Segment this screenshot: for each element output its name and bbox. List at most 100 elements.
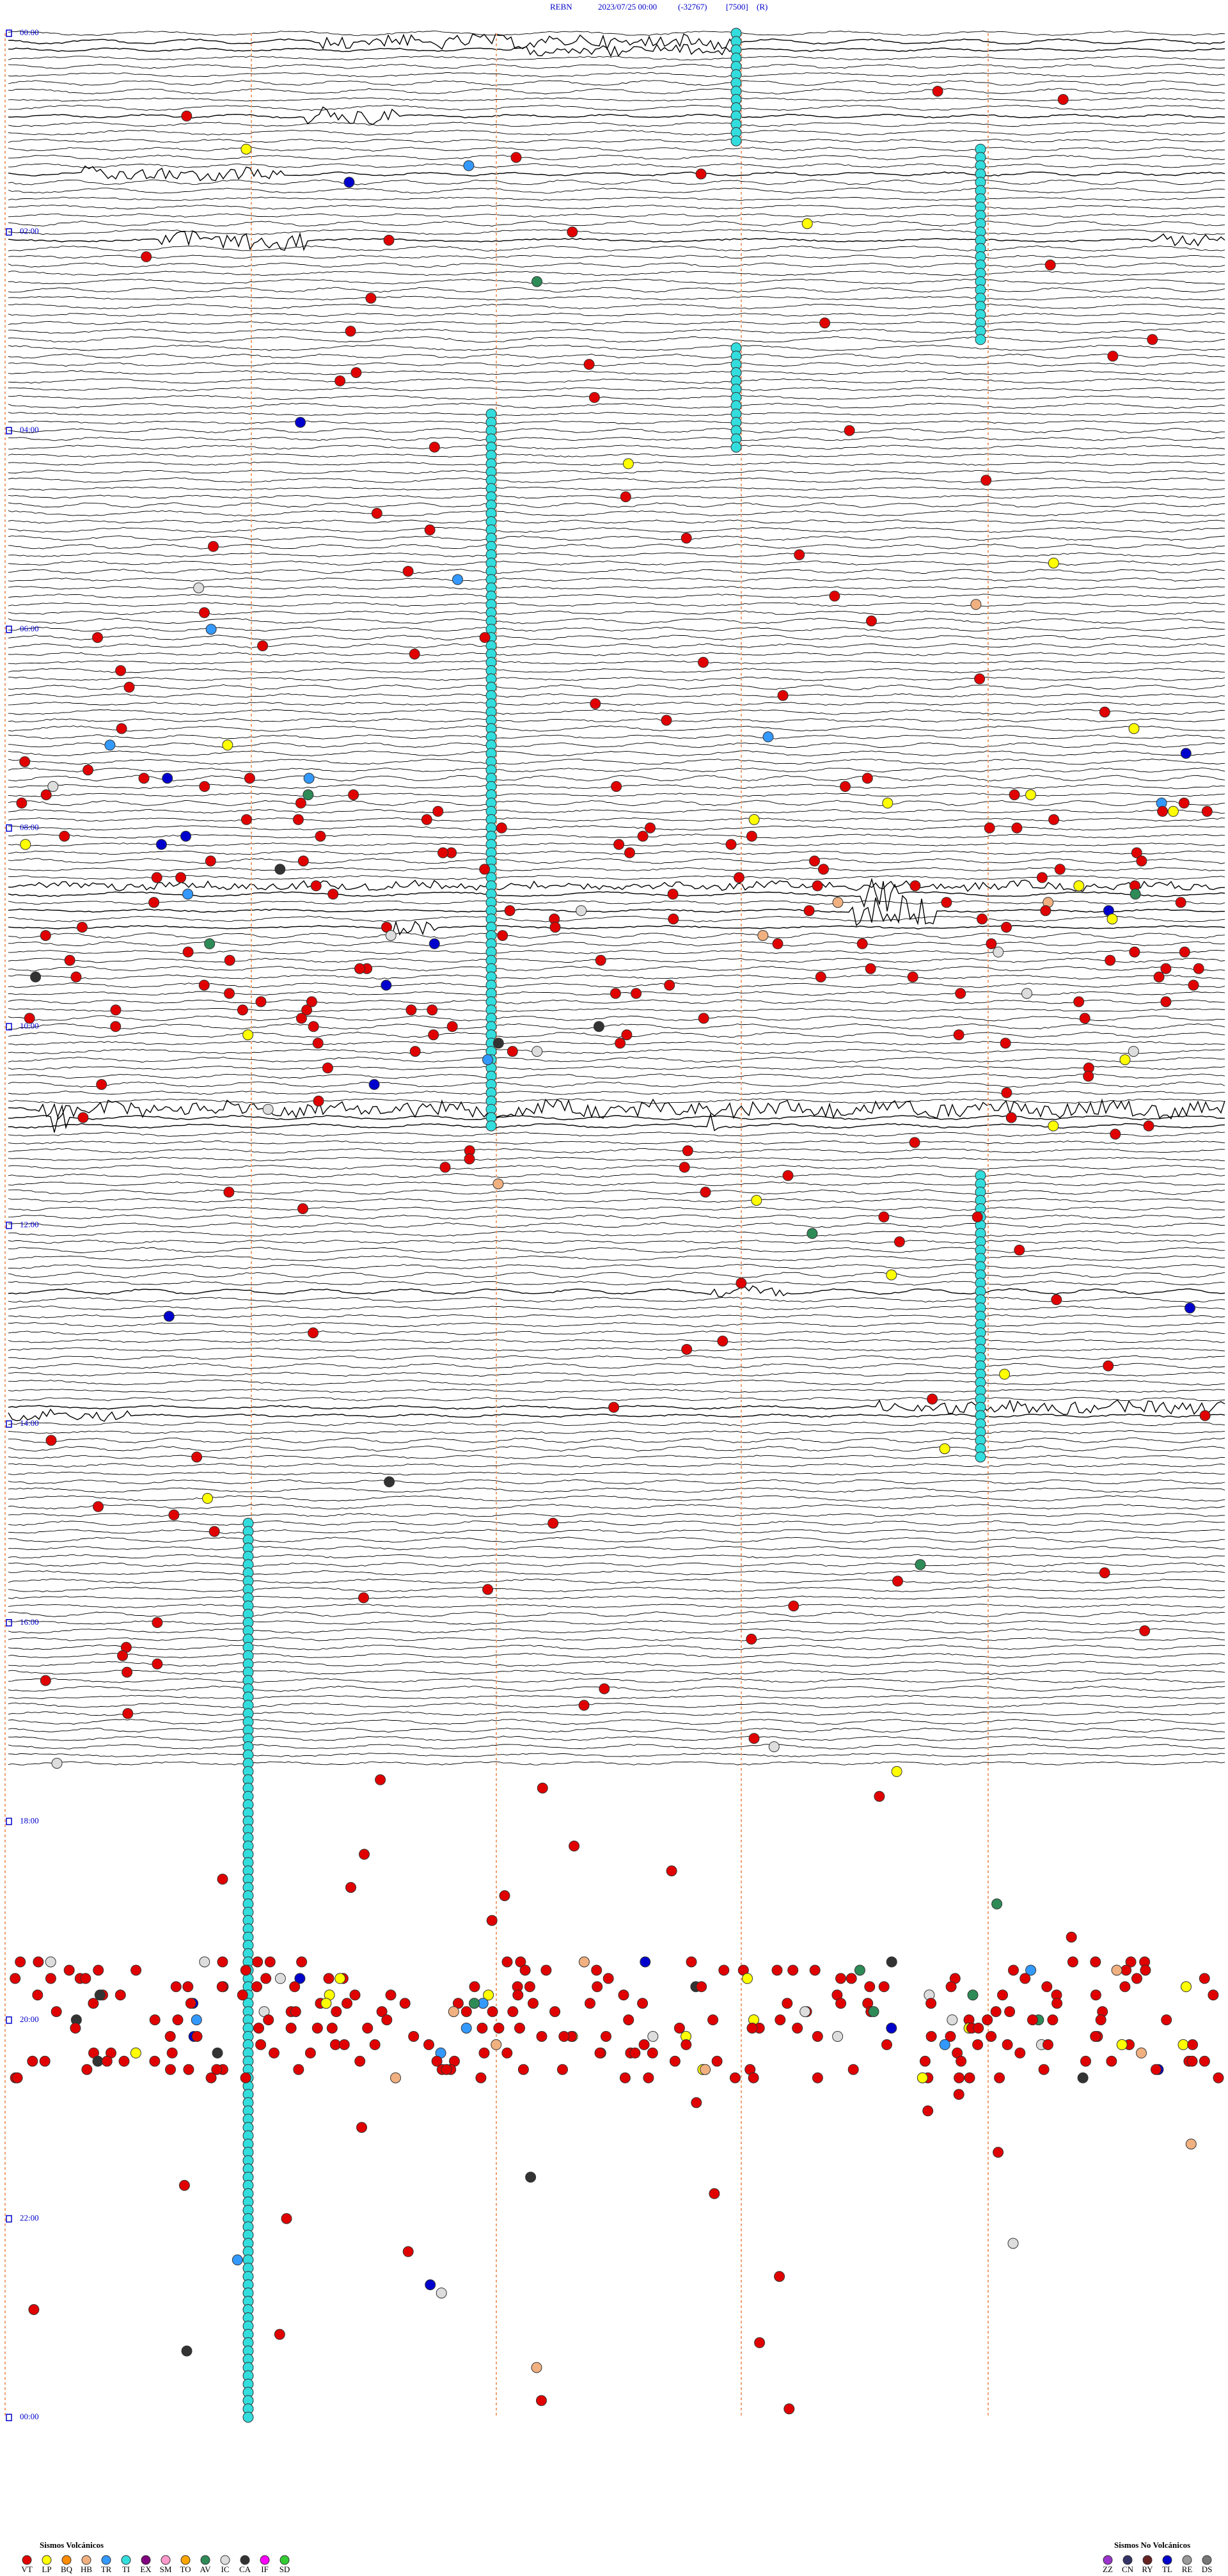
event-dot [264, 1956, 276, 1968]
event-dot [39, 2055, 51, 2067]
trace [8, 875, 1225, 880]
event-dot [1185, 2138, 1197, 2150]
event-dot [1147, 334, 1158, 345]
trace [8, 1355, 1225, 1361]
event-dot [191, 1451, 203, 1463]
trace [8, 775, 1225, 782]
trace [8, 287, 1225, 293]
event-dot [257, 640, 269, 652]
trace [8, 652, 1225, 656]
trace [8, 676, 1225, 681]
event-dot [182, 889, 194, 900]
trace [8, 1604, 1225, 1608]
event-dot [274, 2328, 285, 2340]
header: REBN 2023/07/25 00:00 (-32767) [7500] (R… [550, 2, 767, 12]
event-dot [1025, 1964, 1037, 1976]
trace [8, 1081, 1225, 1088]
event-dot [402, 565, 414, 577]
trace [8, 1727, 1225, 1733]
event-dot [799, 2006, 811, 2018]
event-dot [211, 2064, 223, 2075]
trace [8, 1031, 1225, 1038]
event-dot [399, 1998, 411, 2009]
event-dot [748, 1733, 760, 1744]
event-dot [202, 1492, 213, 1504]
trace [8, 858, 1225, 864]
event-dot [166, 2047, 178, 2058]
event-dot [285, 2023, 297, 2034]
event-dot [1130, 889, 1141, 900]
event-dot [175, 872, 187, 883]
event-dot [975, 1451, 986, 1463]
trace [8, 1578, 1225, 1584]
trace [8, 1735, 1225, 1741]
trace [8, 1164, 1225, 1170]
event-dot [423, 2039, 434, 2050]
legend-title: Sismos No Volcánicos [1114, 2540, 1190, 2550]
trace [8, 880, 1225, 892]
event-dot [242, 2412, 254, 2423]
event-dot [1199, 1410, 1211, 1421]
time-labels: 00:00 02:00 04:00 06:00 08:00 10:00 12:00 14:00… [6, 28, 39, 2421]
time-label: 06:00 [20, 624, 39, 633]
event-dot [322, 1063, 333, 1073]
event-dot [320, 1998, 332, 2009]
event-dot [1111, 1964, 1122, 1976]
event-dot [955, 988, 966, 999]
event-dot [308, 1327, 319, 1339]
event-dot [754, 2337, 766, 2348]
event-dot [549, 2006, 561, 2018]
trace [8, 610, 1225, 615]
trace [8, 179, 1225, 186]
event-dot [123, 681, 135, 693]
trace [8, 626, 1225, 632]
event-dot [93, 1964, 104, 1976]
event-dot [620, 491, 631, 503]
trace [8, 1098, 1225, 1120]
event-dot [615, 1038, 626, 1049]
event-dot [517, 2064, 529, 2075]
event-dot [1160, 963, 1172, 974]
trace [8, 436, 1225, 441]
event-dot [557, 2064, 568, 2075]
legend-label: BQ [61, 2564, 73, 2574]
event-dot [599, 1683, 610, 1695]
trace [8, 1479, 1225, 1485]
event-dot [306, 996, 317, 1007]
event-dot [51, 1758, 63, 1769]
event-dot [381, 979, 392, 991]
trace [8, 1446, 1225, 1452]
time-label: 16:00 [20, 1617, 39, 1627]
event-dot [953, 1029, 964, 1041]
legend-label: SM [160, 2564, 172, 2574]
legend-dot [61, 2555, 72, 2565]
event-dot [1047, 2014, 1059, 2026]
event-dot [475, 2072, 487, 2083]
event-dot [664, 979, 675, 991]
event-dot [303, 789, 314, 800]
flag: (R) [757, 2, 767, 12]
event-dot [629, 2047, 641, 2058]
event-dot [746, 2023, 758, 2034]
event-dot [251, 1981, 262, 1993]
legend-label: IC [221, 2564, 230, 2574]
trace [8, 1379, 1225, 1386]
event-dot [623, 2014, 634, 2026]
trace [8, 412, 1225, 416]
event-dot [170, 1981, 182, 1993]
legend-label: HB [81, 2564, 92, 2574]
event-dot [216, 1981, 228, 1993]
event-dot [96, 1079, 107, 1090]
event-dot [1004, 2006, 1016, 2018]
event-dot [812, 2072, 823, 2083]
time-label: 14:00 [20, 1418, 39, 1428]
time-label: 08:00 [20, 822, 39, 832]
event-dot [469, 1981, 480, 1993]
event-dot [746, 1633, 757, 1645]
event-dot [437, 847, 448, 858]
event-dot [199, 607, 210, 619]
event-dot [915, 1559, 926, 1570]
trace [8, 1719, 1225, 1725]
event-dot [312, 1038, 324, 1049]
event-dot [149, 2014, 161, 2026]
